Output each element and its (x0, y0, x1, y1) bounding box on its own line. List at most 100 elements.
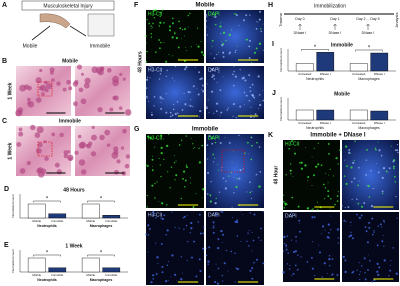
speck (165, 234, 167, 236)
speck (222, 51, 225, 54)
speck (351, 198, 353, 201)
speck (81, 72, 85, 76)
speck (324, 198, 326, 200)
speck (113, 146, 119, 152)
speck (171, 36, 174, 39)
speck (199, 269, 202, 272)
speck (388, 167, 391, 170)
speck (154, 182, 156, 185)
speck (395, 195, 397, 198)
speck (353, 177, 356, 180)
speck (359, 278, 361, 281)
bar (370, 110, 389, 121)
speck (390, 259, 392, 262)
speck (49, 67, 55, 73)
speck (184, 103, 187, 106)
label: Immobilization (314, 3, 346, 9)
speck (172, 55, 174, 57)
image-label: DAPI (285, 213, 297, 219)
speck (155, 51, 157, 54)
speck (215, 53, 218, 56)
speck (248, 57, 251, 60)
bar (48, 267, 67, 273)
speck (177, 112, 179, 114)
speck (152, 277, 155, 280)
speck (234, 51, 237, 54)
speck (262, 99, 265, 102)
speck (160, 243, 163, 245)
speck (255, 173, 258, 176)
speck (66, 79, 71, 85)
bar-label: Immobile (105, 219, 118, 223)
speck (350, 181, 353, 183)
speck (231, 162, 233, 164)
speck (328, 264, 331, 267)
bar-label: Mobile (32, 273, 41, 277)
speck (347, 206, 350, 209)
speck (207, 260, 210, 263)
speck (239, 68, 241, 71)
day-label: Day 1 (330, 17, 339, 21)
panel-letter: K (268, 132, 273, 139)
bar (295, 63, 314, 72)
speck (240, 240, 242, 242)
image-frame (206, 211, 264, 285)
speck (198, 147, 200, 149)
speck (184, 186, 186, 188)
speck (145, 233, 147, 236)
speck (227, 270, 229, 272)
speck (282, 250, 285, 252)
speck (99, 134, 105, 141)
speck (214, 141, 217, 144)
speck (207, 99, 209, 101)
speck (43, 140, 47, 144)
speck (206, 34, 209, 36)
speck (163, 138, 165, 140)
speck (151, 155, 153, 157)
speck (381, 176, 384, 179)
speck (56, 81, 61, 86)
speck (236, 14, 239, 17)
speck (214, 23, 217, 26)
speck (145, 60, 148, 63)
speck (209, 194, 212, 197)
significance: * (314, 45, 317, 51)
speck (147, 251, 149, 253)
bar (102, 267, 121, 273)
speck (148, 22, 151, 25)
speck (335, 157, 338, 160)
speck (194, 67, 196, 69)
speck (254, 113, 257, 116)
speck (290, 163, 292, 165)
label: Analysis (394, 13, 399, 28)
speck (149, 65, 152, 68)
speck (251, 144, 253, 147)
speck (205, 107, 208, 110)
speck (185, 224, 188, 227)
group-label: Macrophages (358, 77, 379, 81)
speck (106, 143, 111, 147)
speck (169, 187, 171, 189)
speck (80, 98, 87, 105)
speck (317, 163, 320, 166)
speck (189, 232, 191, 234)
speck (226, 109, 229, 111)
speck (337, 237, 340, 239)
speck (190, 221, 193, 225)
speck (217, 51, 219, 53)
speck (16, 142, 22, 147)
micrograph (145, 133, 205, 209)
speck (222, 177, 225, 180)
speck (167, 133, 170, 136)
significance: * (46, 251, 49, 257)
speck (178, 20, 180, 23)
speck (74, 150, 79, 155)
speck (328, 254, 331, 257)
speck (146, 50, 148, 53)
speck (37, 142, 43, 148)
speck (165, 75, 167, 78)
speck (257, 75, 260, 78)
speck (235, 116, 237, 119)
panel-letter: H (268, 2, 273, 9)
speck (236, 178, 238, 180)
